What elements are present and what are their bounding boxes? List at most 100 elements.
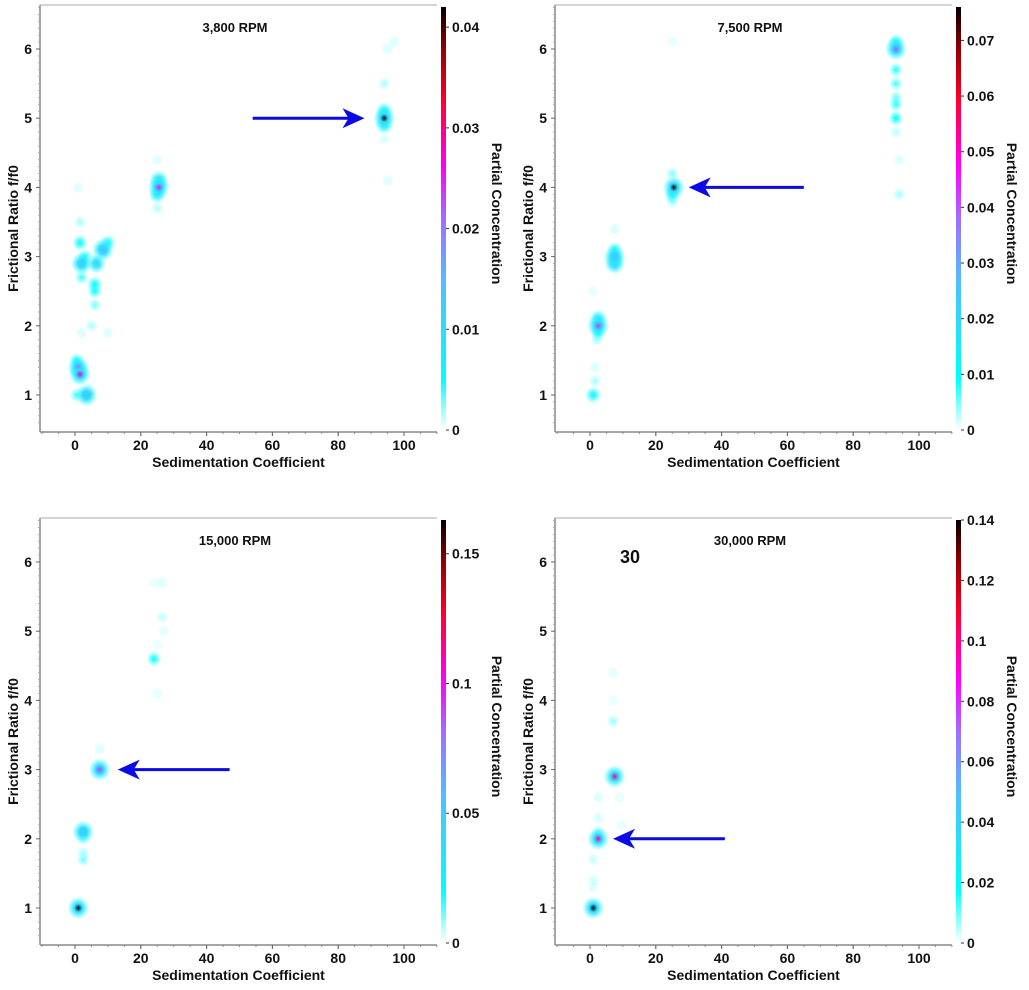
colorbar <box>441 7 446 430</box>
data-point <box>603 764 626 789</box>
data-point <box>662 175 685 199</box>
x-axis-title: Sedimentation Coefficient <box>152 454 325 470</box>
data-point <box>72 181 84 194</box>
y-tick-label: 1 <box>539 900 547 916</box>
data-point <box>588 285 599 297</box>
y-tick-label: 1 <box>24 387 32 403</box>
data-point <box>67 896 90 920</box>
data-point <box>609 223 621 235</box>
colorbar-tick-label: 0 <box>967 935 975 951</box>
arrow-head <box>342 108 365 129</box>
panel-15000-rpm: 0 20 40 60 80 100 1 2 3 4 5 6 Sedimentation Coeffici… <box>0 495 514 990</box>
data-point <box>94 743 106 755</box>
x-tick-label: 60 <box>265 950 281 966</box>
y-tick-label: 3 <box>24 762 32 778</box>
x-tick-label: 0 <box>586 437 594 453</box>
y-tick-label: 5 <box>539 623 547 639</box>
y-tick-label: 2 <box>24 318 32 334</box>
y-tick-label: 6 <box>24 41 32 57</box>
colorbar-tick-label: 0.06 <box>967 88 994 104</box>
y-tick-label: 1 <box>24 900 32 916</box>
chart-7500-rpm: 0 20 40 60 80 100 1 2 3 4 5 6 Sedimentation Coeffici… <box>520 4 1020 470</box>
x-tick-label: 40 <box>199 437 215 453</box>
x-tick-label: 100 <box>392 437 416 453</box>
colorbar-tick-label: 0.05 <box>452 805 479 821</box>
data-point <box>888 96 904 112</box>
colorbar-title: Partial Concentration <box>489 143 505 285</box>
colorbar-tick-label: 0 <box>452 935 460 951</box>
data-point <box>91 238 114 262</box>
y-tick-label: 5 <box>24 623 32 639</box>
panel-annotation: 30 <box>620 547 640 567</box>
y-tick-label: 3 <box>539 762 547 778</box>
data-point <box>76 852 90 867</box>
data-point <box>72 234 88 252</box>
colorbar-tick-label: 0.1 <box>452 675 472 691</box>
data-point <box>666 36 678 48</box>
data-point <box>146 651 162 667</box>
data-point <box>587 827 610 851</box>
y-tick-label: 2 <box>539 831 547 847</box>
data-point <box>88 758 111 782</box>
y-tick-label: 3 <box>24 249 32 265</box>
colorbar-tick-label: 0.08 <box>967 693 994 709</box>
data-point <box>587 314 610 338</box>
x-tick-label: 40 <box>199 950 215 966</box>
colorbar-tick-label: 0.02 <box>967 875 994 891</box>
data-point <box>152 639 163 651</box>
data-point <box>158 625 170 637</box>
y-tick-label: 6 <box>539 554 547 570</box>
data-point <box>606 714 620 728</box>
data-point <box>888 62 904 78</box>
data-point <box>86 276 103 293</box>
data-point <box>156 576 168 589</box>
plot-area <box>555 5 952 432</box>
x-tick-label: 100 <box>907 950 931 966</box>
data-point <box>68 362 91 386</box>
panel-30000-rpm: 0 20 40 60 80 100 1 2 3 4 5 6 Sedimentation Coeffici… <box>515 495 1029 990</box>
data-point <box>151 687 163 700</box>
x-tick-label: 20 <box>133 950 149 966</box>
x-tick-label: 100 <box>392 950 416 966</box>
panel-title: 15,000 RPM <box>199 533 271 548</box>
x-tick-label: 80 <box>845 437 861 453</box>
data-point <box>587 853 600 866</box>
colorbar-tick-label: 0.02 <box>967 311 994 327</box>
x-tick-label: 100 <box>907 437 931 453</box>
data-point <box>73 215 86 229</box>
data-point <box>614 791 625 803</box>
data-point <box>587 874 599 887</box>
colorbar-tick-label: 0.04 <box>967 814 994 830</box>
arrow-head <box>117 759 140 780</box>
panel-7500-rpm: 0 20 40 60 80 100 1 2 3 4 5 6 Sedimentation Coeffici… <box>515 0 1029 495</box>
x-tick-label: 20 <box>133 437 149 453</box>
arrow-head <box>688 177 711 198</box>
data-point <box>148 577 160 589</box>
colorbar-tick-label: 0.05 <box>967 144 994 160</box>
data-point <box>388 36 400 48</box>
colorbar <box>956 7 961 430</box>
plot-area <box>40 5 437 432</box>
data-point <box>378 133 390 145</box>
colorbar-tick-label: 0.12 <box>967 572 994 588</box>
y-tick-label: 5 <box>539 110 547 126</box>
data-point <box>615 819 627 831</box>
x-tick-label: 0 <box>71 437 79 453</box>
y-tick-label: 4 <box>24 179 32 195</box>
data-point <box>147 175 170 199</box>
x-tick-label: 20 <box>648 437 664 453</box>
colorbar-tick-label: 0.04 <box>452 19 479 35</box>
data-point <box>72 820 95 844</box>
chart-15000-rpm: 0 20 40 60 80 100 1 2 3 4 5 6 Sedimentation Coeffici… <box>5 517 505 983</box>
x-tick-label: 60 <box>265 437 281 453</box>
data-point <box>582 896 605 920</box>
data-point <box>382 174 394 187</box>
panel-3800-rpm: 0 20 40 60 80 100 1 2 3 4 5 6 Sedimentation Coeffici… <box>0 0 514 495</box>
y-tick-label: 1 <box>539 387 547 403</box>
y-tick-label: 4 <box>539 692 547 708</box>
y-tick-label: 2 <box>24 831 32 847</box>
colorbar-tick-label: 0.01 <box>967 366 994 382</box>
data-point <box>76 326 88 339</box>
data-point <box>85 319 98 333</box>
data-point <box>607 694 619 706</box>
